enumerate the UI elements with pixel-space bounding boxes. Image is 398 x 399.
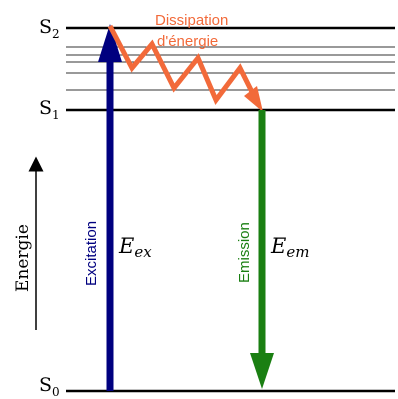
level-s0-label: S0	[39, 374, 60, 399]
excitation-arrow-head	[98, 24, 122, 62]
excitation-energy-label: Eex	[118, 234, 152, 261]
level-s2-label: S2	[39, 16, 60, 41]
emission-energy-label: Eem	[270, 234, 309, 261]
excitation-label: Excitation	[83, 221, 100, 286]
dissipation-label-line-2: d'énergie	[157, 33, 218, 50]
energy-axis-label: Energie	[13, 224, 33, 292]
level-s1-label: S1	[39, 97, 60, 122]
dissipation-zigzag	[107, 24, 258, 105]
emission-arrow-head	[250, 353, 274, 389]
dissipation-label-line-1: Dissipation	[155, 12, 228, 29]
emission-label: Emission	[236, 222, 253, 283]
dissipation-arrow-head	[244, 86, 263, 112]
